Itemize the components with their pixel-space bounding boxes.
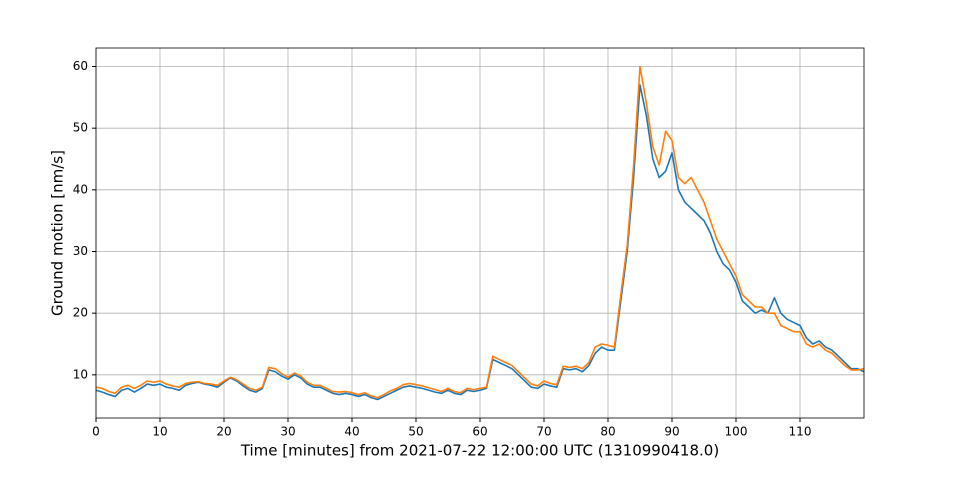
x-tick-label: 20 [216,425,231,439]
y-tick-label: 30 [73,244,88,258]
x-tick-label: 60 [472,425,487,439]
x-axis-label: Time [minutes] from 2021-07-22 12:00:00 … [240,442,719,460]
y-tick-label: 50 [73,121,88,135]
x-tick-label: 50 [408,425,423,439]
y-tick-label: 60 [73,59,88,73]
x-tick-label: 100 [725,425,748,439]
y-tick-label: 40 [73,182,88,196]
y-tick-label: 10 [73,367,88,381]
x-tick-label: 90 [664,425,679,439]
plot-frame [95,47,865,419]
x-tick-label: 70 [536,425,551,439]
line-series [95,65,865,399]
x-tick-label: 110 [789,425,812,439]
x-tick-label: 0 [92,425,100,439]
line-series [95,84,865,401]
x-tick-label: 40 [344,425,359,439]
x-tick-label: 10 [152,425,167,439]
x-tick-label: 80 [600,425,615,439]
y-axis-label: Ground motion [nm/s] [49,150,67,316]
y-tick-label: 20 [73,306,88,320]
x-tick-label: 30 [280,425,295,439]
